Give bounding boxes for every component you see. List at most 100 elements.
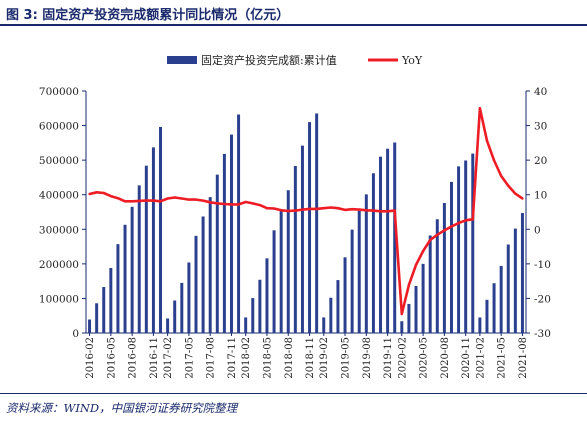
bar	[116, 244, 120, 333]
x-tick-label: 2016-11	[149, 337, 160, 379]
yoy-point	[173, 196, 176, 199]
bar	[137, 185, 141, 333]
y-left-tick-label: 400000	[39, 190, 79, 202]
bar	[407, 303, 411, 333]
bar	[244, 317, 248, 333]
bar	[187, 262, 191, 333]
bar	[449, 181, 453, 333]
bar	[478, 317, 482, 333]
bar	[159, 126, 163, 333]
bar	[109, 268, 113, 333]
bar	[293, 166, 297, 333]
x-tick-label: 2018-08	[284, 337, 295, 379]
x-tick-label: 2016-02	[85, 337, 96, 379]
source-note: 资料来源：WIND，中国银河证券研究院整理	[6, 401, 238, 415]
yoy-point	[208, 201, 212, 204]
bar	[393, 142, 397, 333]
bar	[379, 156, 383, 333]
bar	[400, 321, 404, 333]
yoy-point	[393, 209, 396, 212]
bar	[520, 213, 524, 333]
yoy-point	[116, 196, 120, 200]
yoy-point	[485, 139, 489, 142]
yoy-point	[514, 192, 517, 195]
yoy-point	[336, 206, 340, 210]
yoy-point	[507, 184, 510, 187]
yoy-point	[521, 197, 524, 200]
yoy-point	[428, 238, 432, 242]
yoy-point	[187, 198, 191, 201]
yoy-point	[464, 219, 467, 222]
yoy-point	[414, 263, 418, 267]
bar	[371, 173, 375, 333]
legend-label-bars: 固定资产投资完成额:累计值	[201, 53, 337, 67]
yoy-point	[294, 209, 297, 212]
bar	[322, 317, 326, 333]
bar	[166, 318, 170, 333]
bar	[102, 287, 106, 333]
x-tick-label: 2021-02	[475, 337, 486, 379]
bar	[279, 209, 283, 333]
legend-label-line: YoY	[401, 54, 423, 67]
yoy-point	[407, 283, 411, 287]
figure-title: 图 3: 固定资产投资完成额累计同比情况（亿元）	[6, 8, 290, 23]
bar	[471, 153, 475, 333]
source-rule	[0, 393, 587, 394]
bar	[464, 160, 468, 333]
bar	[421, 263, 425, 333]
bar	[336, 280, 340, 333]
bar	[506, 244, 510, 333]
y-right-tick-label: 40	[534, 86, 547, 98]
yoy-point	[315, 207, 318, 211]
y-left-tick-label: 300000	[39, 224, 79, 236]
x-tick-label: 2019-08	[362, 337, 373, 379]
yoy-point	[123, 200, 127, 203]
bar	[286, 190, 290, 333]
bar	[414, 285, 418, 333]
y-right-tick-label: 30	[534, 121, 547, 133]
x-tick-label: 2021-08	[518, 337, 529, 379]
yoy-point	[457, 221, 460, 225]
yoy-point	[237, 203, 240, 206]
x-tick-label: 2017-11	[227, 337, 238, 379]
bar	[428, 235, 432, 333]
bar	[173, 300, 177, 333]
bar	[329, 297, 333, 333]
y-right-tick-label: -10	[534, 259, 551, 271]
bar	[194, 235, 198, 333]
x-tick-label: 2017-05	[184, 337, 195, 379]
bar	[95, 303, 99, 333]
yoy-point	[159, 200, 162, 203]
bar	[265, 258, 269, 333]
yoy-point	[230, 203, 233, 206]
bar	[492, 283, 496, 333]
title-rule	[0, 24, 587, 26]
yoy-point	[223, 202, 226, 206]
yoy-point	[258, 203, 262, 207]
x-tick-label: 2020-11	[461, 337, 472, 379]
x-tick-label: 2016-08	[128, 337, 139, 379]
x-tick-label: 2020-05	[419, 337, 430, 379]
yoy-point	[478, 107, 482, 110]
x-tick-label: 2019-11	[383, 337, 394, 379]
x-tick-label: 2018-11	[305, 337, 316, 379]
bar	[499, 265, 503, 333]
bar	[308, 122, 312, 333]
yoy-point	[145, 199, 148, 202]
yoy-point	[95, 191, 98, 194]
yoy-point	[265, 206, 269, 210]
bar	[364, 194, 368, 333]
yoy-point	[421, 249, 425, 253]
yoy-point	[492, 159, 496, 162]
y-right-tick-label: 0	[534, 224, 541, 236]
y-left-tick-label: 200000	[39, 259, 79, 271]
yoy-point	[301, 208, 304, 211]
yoy-point	[180, 197, 184, 200]
yoy-point	[102, 191, 105, 195]
bar	[258, 279, 262, 333]
bar	[300, 145, 304, 333]
bar	[357, 210, 361, 333]
yoy-point	[322, 206, 325, 210]
bar	[130, 206, 134, 333]
bar	[222, 153, 226, 333]
